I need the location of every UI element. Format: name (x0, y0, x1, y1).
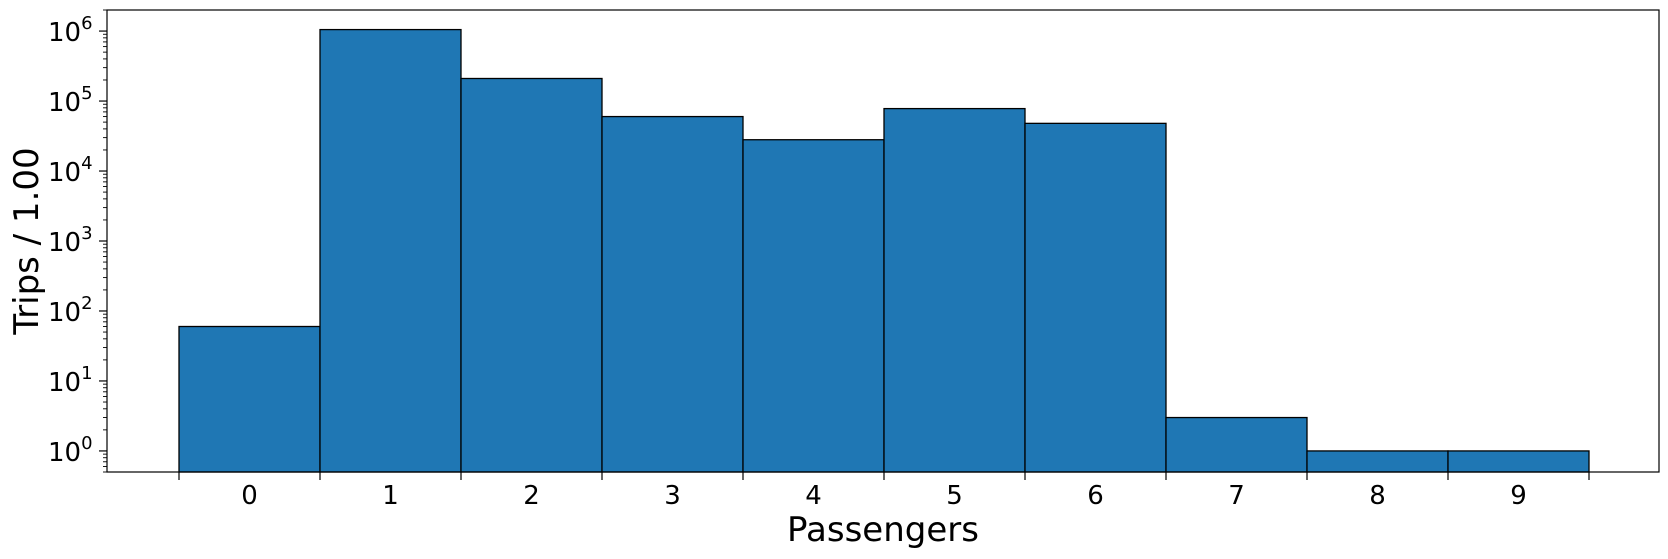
bar-9 (1447, 450, 1590, 473)
bar-1 (319, 28, 462, 473)
bars-layer (178, 28, 1590, 473)
x-ticks: 0 1 2 3 4 5 6 7 8 9 (178, 472, 1590, 511)
y-tick-label-0: 100 (48, 433, 93, 468)
x-tick-label-1: 1 (382, 481, 399, 511)
bar-7 (1165, 416, 1308, 473)
y-tick-label-6: 106 (48, 13, 93, 48)
bar-8 (1306, 450, 1449, 473)
x-tick-label-3: 3 (664, 481, 681, 511)
bar-4 (742, 139, 885, 473)
x-tick-label-9: 9 (1510, 481, 1527, 511)
bar-2 (460, 77, 603, 473)
bar-6 (1024, 122, 1167, 473)
y-tick-label-3: 103 (48, 223, 93, 258)
y-tick-label-5: 105 (48, 83, 93, 118)
x-tick-label-2: 2 (523, 481, 540, 511)
y-ticks: 100 101 102 103 104 105 106 (48, 9, 107, 473)
plot-frame (106, 9, 1660, 473)
x-tick-label-4: 4 (805, 481, 822, 511)
y-axis-label: Trips / 1.00 (7, 147, 47, 335)
x-tick-label-0: 0 (241, 481, 258, 511)
bar-0 (178, 325, 321, 473)
bar-3 (601, 115, 744, 473)
y-tick-label-1: 101 (48, 363, 93, 398)
x-axis-label: Passengers (787, 510, 979, 550)
x-tick-label-7: 7 (1228, 481, 1245, 511)
x-tick-label-5: 5 (946, 481, 963, 511)
y-tick-label-4: 104 (48, 153, 93, 188)
x-tick-label-8: 8 (1369, 481, 1386, 511)
bar-5 (883, 107, 1026, 473)
y-tick-label-2: 102 (48, 293, 93, 328)
x-tick-label-6: 6 (1087, 481, 1104, 511)
